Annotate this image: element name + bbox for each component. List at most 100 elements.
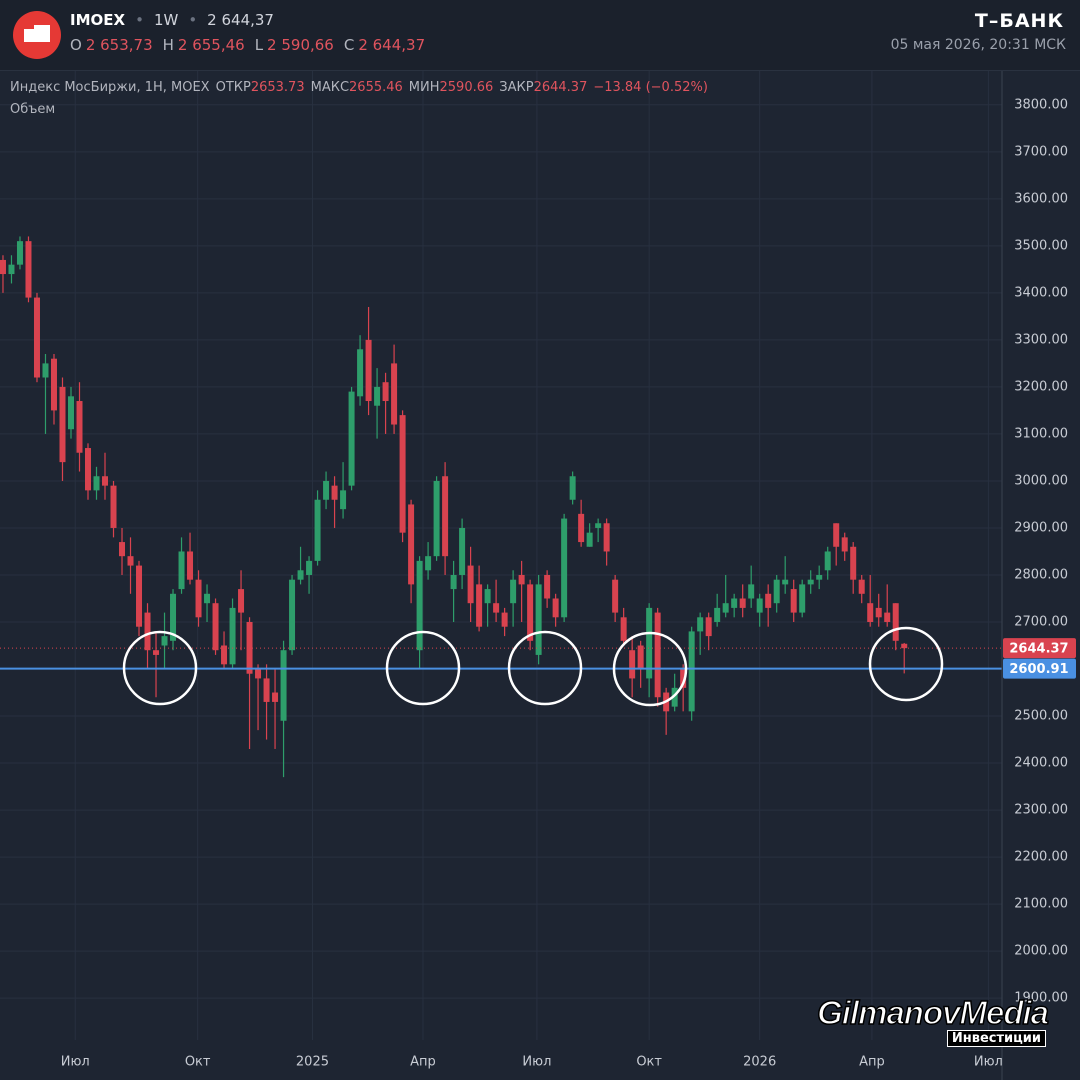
datetime: 05 мая 2026, 20:31 МСК — [890, 37, 1066, 53]
candle-body — [705, 617, 712, 637]
grid — [0, 70, 1002, 1040]
candle-body — [535, 584, 542, 655]
candle-body — [476, 584, 483, 627]
y-tick-label: 3300.00 — [1014, 332, 1068, 347]
candle-body — [136, 565, 143, 627]
interval[interactable]: 1W — [153, 11, 179, 29]
candle-body — [748, 584, 755, 599]
candle-body — [816, 574, 823, 580]
logo — [13, 11, 61, 59]
annotation-circle — [385, 630, 461, 706]
candle-body — [212, 603, 219, 651]
legend-value: 2644.37 — [533, 80, 588, 95]
y-tick-label: 3500.00 — [1014, 238, 1068, 253]
candle-body — [561, 518, 568, 618]
candle-body — [459, 527, 466, 575]
candle-body — [374, 386, 381, 406]
candle-body — [357, 349, 364, 397]
y-tick-label: 2500.00 — [1014, 709, 1068, 724]
legend-value: 2655.46 — [349, 80, 403, 95]
candle-body — [586, 532, 593, 547]
annotation-circles — [122, 626, 944, 707]
candle-body — [178, 551, 185, 590]
candle-body — [433, 480, 440, 557]
candle-body — [790, 589, 797, 613]
ohlc-label: H — [162, 36, 174, 54]
candle-body — [442, 476, 449, 557]
candle-body — [654, 612, 661, 698]
candle-body — [501, 612, 508, 627]
brand: Т–БАНК — [974, 10, 1064, 32]
candle-body — [450, 574, 457, 590]
x-tick-label: Апр — [859, 1055, 885, 1070]
candle-body — [255, 669, 262, 679]
candle-body — [16, 241, 23, 265]
candle-body — [170, 593, 177, 641]
candle-body — [340, 490, 347, 510]
x-tick-label: Окт — [636, 1055, 662, 1070]
y-tick-label: 2900.00 — [1014, 520, 1068, 535]
candle-body — [331, 485, 338, 500]
candle-body — [824, 551, 831, 571]
x-tick-label: Июл — [61, 1055, 90, 1070]
candle-body — [629, 650, 636, 679]
candle-body — [221, 645, 228, 665]
separator: • — [188, 11, 198, 29]
candle-body — [892, 603, 899, 641]
price-label: 2600.91 — [1009, 662, 1068, 677]
candle-body — [263, 678, 270, 702]
candle-body — [637, 645, 644, 670]
candle-body — [50, 358, 57, 411]
y-tick-label: 2000.00 — [1014, 944, 1068, 959]
candle-body — [765, 593, 772, 608]
y-tick-label: 3800.00 — [1014, 97, 1068, 112]
x-tick-label: Июл — [522, 1055, 551, 1070]
ohlc-value: 2 653,73 — [85, 36, 153, 54]
candle-body — [569, 476, 576, 500]
symbol-row: IMOEX • 1W • 2 644,37 — [70, 11, 274, 29]
candle-body — [544, 574, 551, 599]
candle-body — [110, 485, 117, 528]
price-label-box — [1003, 638, 1076, 659]
candle-body — [850, 546, 857, 580]
candle-body — [484, 589, 491, 604]
candle-body — [204, 593, 211, 604]
candle-body — [688, 631, 695, 712]
watermark-main: GilmanovMedia — [816, 993, 1049, 1032]
x-tick-label: Апр — [410, 1055, 436, 1070]
volume-label: Объем — [10, 102, 56, 117]
x-tick-label: Июл — [974, 1055, 1003, 1070]
candle-body — [297, 570, 304, 580]
y-tick-label: 3700.00 — [1014, 144, 1068, 159]
legend-label: МИН — [408, 80, 440, 95]
candle-body — [365, 339, 372, 402]
candle-body — [680, 669, 687, 688]
legend-item: МАКС2655.46 — [311, 80, 403, 95]
candle-body — [510, 579, 517, 604]
candle-body — [620, 617, 627, 641]
candle-body — [399, 415, 406, 533]
candle-body — [527, 584, 534, 641]
ohlc-label: O — [70, 36, 82, 54]
candle-body — [552, 598, 559, 618]
candle-body — [612, 579, 619, 613]
candle-body — [756, 598, 763, 613]
price-label-box — [1003, 658, 1076, 679]
candle-body — [272, 692, 279, 702]
candle-body — [119, 542, 126, 557]
y-tick-label: 2200.00 — [1014, 850, 1068, 865]
y-tick-label: 1900.00 — [1014, 991, 1068, 1006]
candle-body — [93, 476, 100, 491]
candle-body — [102, 476, 109, 486]
candle-body — [84, 448, 91, 491]
legend-name: Индекс МосБиржи, 1Н, MOEX — [10, 80, 210, 95]
candle-body — [467, 565, 474, 604]
candle-body — [323, 480, 330, 500]
candle-body — [901, 643, 908, 649]
